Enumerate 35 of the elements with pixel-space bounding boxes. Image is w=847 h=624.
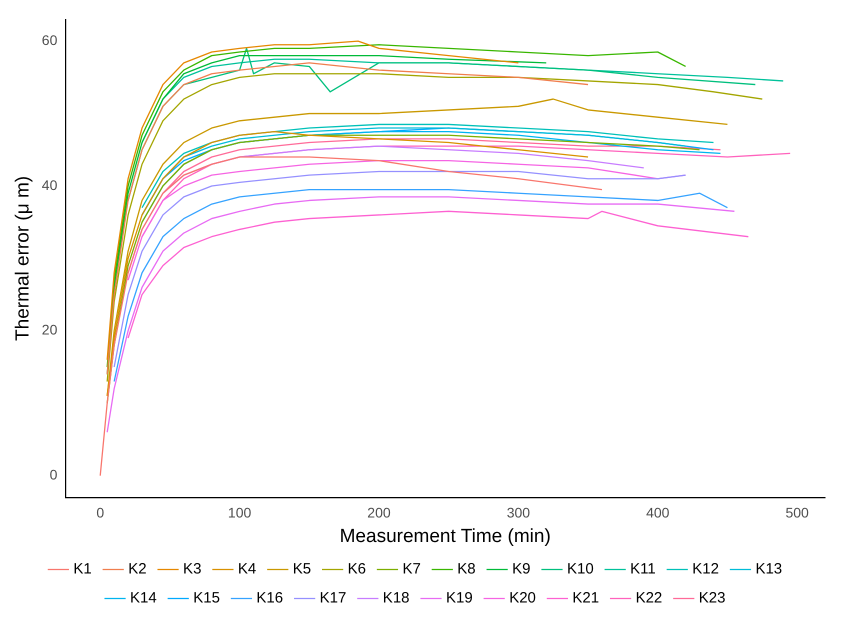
- legend-label: K14: [130, 590, 157, 607]
- legend-label: K17: [320, 590, 346, 607]
- legend-label: K11: [630, 560, 656, 578]
- x-tick-label: 200: [367, 504, 391, 521]
- legend-label: K6: [348, 560, 366, 578]
- x-tick-label: 300: [506, 504, 530, 521]
- legend-label: K18: [382, 590, 410, 607]
- legend-label: K4: [238, 560, 256, 578]
- x-tick-label: 400: [646, 504, 670, 521]
- x-axis-title: Measurement Time (min): [340, 526, 551, 547]
- legend-label: K5: [292, 560, 312, 578]
- legend-label: K10: [566, 560, 594, 578]
- legend-label: K1: [73, 560, 92, 578]
- x-tick-label: 100: [228, 504, 252, 521]
- y-tick-label: 0: [50, 466, 58, 483]
- legend-label: K12: [692, 560, 719, 578]
- legend-label: K19: [446, 590, 473, 607]
- legend-label: K3: [183, 560, 202, 578]
- legend-label: K21: [572, 590, 600, 607]
- legend-label: K20: [509, 590, 536, 607]
- legend-label: K2: [128, 560, 147, 578]
- x-tick-label: 500: [785, 504, 810, 521]
- legend-label: K16: [256, 590, 284, 607]
- legend-label: K15: [193, 590, 220, 607]
- legend-label: K23: [698, 590, 726, 607]
- y-tick-label: 60: [42, 32, 58, 48]
- legend-label: K9: [512, 560, 530, 578]
- y-tick-label: 40: [42, 176, 58, 193]
- y-tick-label: 20: [42, 322, 58, 338]
- x-tick-label: 0: [96, 504, 104, 521]
- legend-label: K13: [755, 560, 782, 578]
- legend-label: K22: [636, 590, 662, 607]
- y-axis-title: Thermal error (μ m): [12, 176, 34, 341]
- legend-label: K7: [402, 560, 421, 578]
- legend-label: K8: [457, 560, 476, 578]
